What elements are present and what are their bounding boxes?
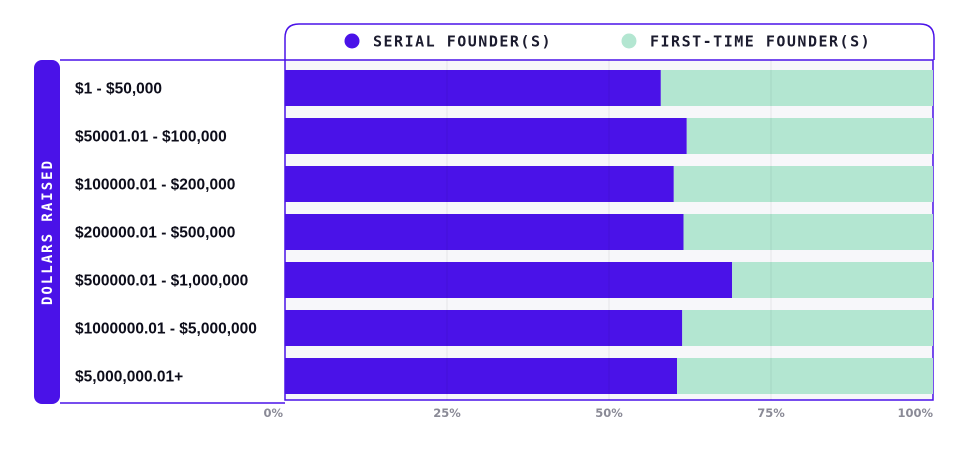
legend-label-0: SERIAL FOUNDER(S) xyxy=(373,33,552,51)
bar-first-time-6 xyxy=(677,358,933,394)
bar-serial-0 xyxy=(285,70,661,106)
bar-first-time-3 xyxy=(683,214,933,250)
bar-serial-3 xyxy=(285,214,684,250)
bar-first-time-1 xyxy=(686,118,933,154)
category-label-3: $200000.01 - $500,000 xyxy=(75,225,235,242)
y-axis-label-bg xyxy=(34,60,60,404)
legend-box xyxy=(284,23,935,60)
y-axis-label: DOLLARS RAISED xyxy=(40,159,56,305)
bar-serial-6 xyxy=(285,358,678,394)
category-label-4: $500000.01 - $1,000,000 xyxy=(75,273,248,290)
bar-first-time-4 xyxy=(732,262,933,298)
x-tick-label-4: 100% xyxy=(897,406,933,420)
category-label-2: $100000.01 - $200,000 xyxy=(75,177,235,194)
category-labels: $1 - $50,000 $50001.01 - $100,000 $100000.… xyxy=(75,81,257,386)
x-axis-ticks: 0% 25% 50% 75% 100% xyxy=(263,406,933,420)
bar-first-time-0 xyxy=(660,70,933,106)
x-tick-label-0: 0% xyxy=(263,406,283,420)
y-axis-label-panel: DOLLARS RAISED xyxy=(34,59,285,404)
legend: SERIAL FOUNDER(S) FIRST-TIME FOUNDER(S) xyxy=(284,23,935,60)
category-label-0: $1 - $50,000 xyxy=(75,81,162,98)
legend-swatch-1 xyxy=(621,33,637,49)
bar-serial-4 xyxy=(285,262,733,298)
legend-swatch-0 xyxy=(344,33,360,49)
plot-area xyxy=(284,59,934,401)
bar-first-time-2 xyxy=(673,166,933,202)
category-label-6: $5,000,000.01+ xyxy=(75,369,183,386)
bar-first-time-5 xyxy=(682,310,933,346)
bar-serial-5 xyxy=(285,310,683,346)
category-label-5: $1000000.01 - $5,000,000 xyxy=(75,321,257,338)
x-tick-label-3: 75% xyxy=(757,406,785,420)
x-tick-label-2: 50% xyxy=(595,406,623,420)
bar-serial-1 xyxy=(285,118,687,154)
legend-label-1: FIRST-TIME FOUNDER(S) xyxy=(650,33,871,51)
bar-serial-2 xyxy=(285,166,674,202)
category-label-1: $50001.01 - $100,000 xyxy=(75,129,227,146)
x-tick-label-1: 25% xyxy=(433,406,461,420)
